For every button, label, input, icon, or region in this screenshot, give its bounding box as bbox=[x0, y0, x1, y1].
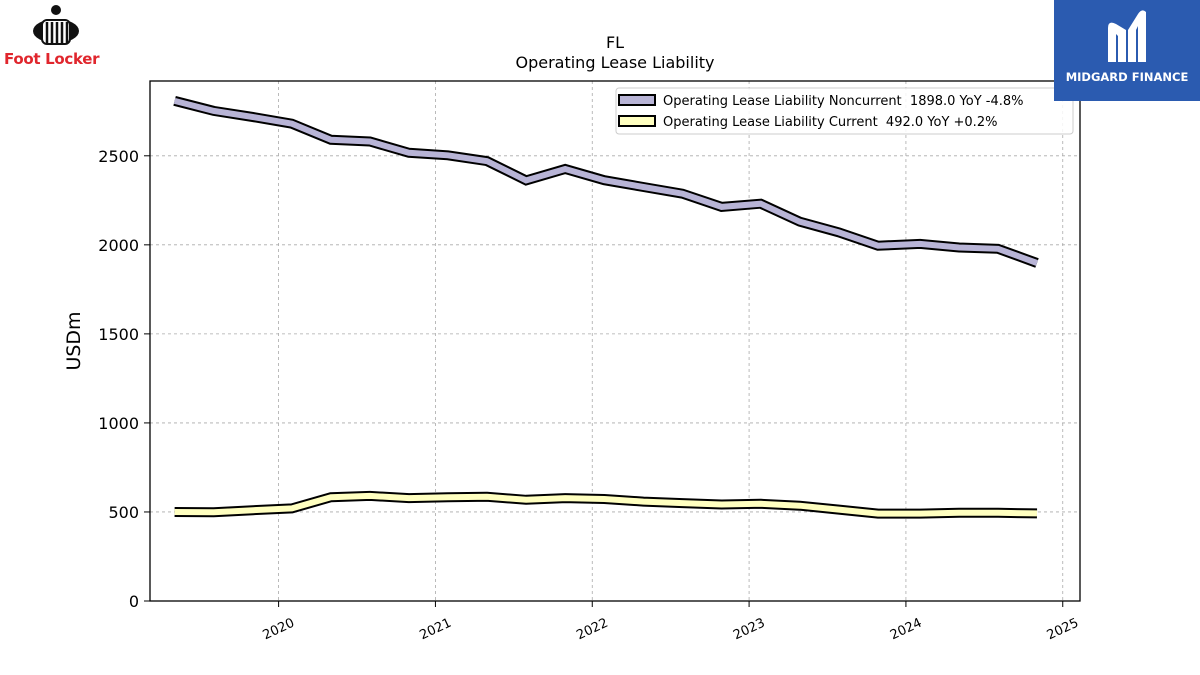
series-layer bbox=[173, 96, 1039, 519]
y-tick-label: 1000 bbox=[98, 414, 139, 433]
legend: Operating Lease Liability Noncurrent 189… bbox=[615, 87, 1074, 135]
midgard-finance-wordmark: MIDGARD FINANCE bbox=[1065, 70, 1189, 84]
noncurrent-series-line bbox=[173, 97, 1039, 266]
foot-locker-logo: Foot Locker bbox=[0, 0, 112, 72]
midgard-finance-logo: MIDGARD FINANCE bbox=[1054, 0, 1200, 101]
x-tick-label: 2025 bbox=[1045, 616, 1081, 644]
referee-icon bbox=[33, 5, 79, 45]
foot-locker-wordmark: Foot Locker bbox=[4, 50, 100, 68]
y-tick-label: 500 bbox=[108, 503, 139, 522]
x-tick-label: 2021 bbox=[417, 616, 453, 644]
y-tick-label: 2500 bbox=[98, 147, 139, 166]
legend-swatch-noncurrent bbox=[618, 94, 656, 106]
chart-title: Operating Lease Liability bbox=[515, 53, 714, 72]
x-tick-label: 2024 bbox=[888, 616, 924, 644]
current-series-line bbox=[174, 492, 1038, 517]
x-tick-label: 2022 bbox=[574, 616, 610, 644]
axis-ticks: 0 500 1000 1500 2000 2500 2020 2021 2022 2023 2024… bbox=[98, 147, 1081, 643]
y-tick-label: 0 bbox=[129, 592, 139, 611]
x-tick-label: 2023 bbox=[731, 616, 767, 644]
chart-ticker: FL bbox=[606, 33, 624, 52]
grid-lines bbox=[150, 81, 1080, 601]
legend-label-noncurrent: Operating Lease Liability Noncurrent 189… bbox=[663, 94, 1024, 109]
plot-frame bbox=[149, 80, 1081, 602]
midgard-monogram-icon bbox=[1108, 10, 1146, 63]
y-axis-label: USDm bbox=[63, 311, 85, 370]
legend-swatch-current bbox=[618, 115, 656, 127]
legend-label-current: Operating Lease Liability Current 492.0 … bbox=[663, 115, 997, 130]
x-tick-label: 2020 bbox=[261, 616, 297, 644]
y-tick-label: 1500 bbox=[98, 325, 139, 344]
legend-frame bbox=[615, 87, 1074, 135]
y-tick-label: 2000 bbox=[98, 236, 139, 255]
